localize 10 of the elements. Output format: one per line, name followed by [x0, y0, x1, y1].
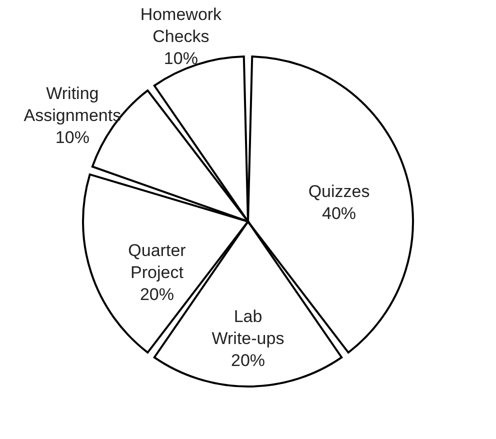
slice-label: Quizzes: [308, 182, 370, 201]
slice-label: Quarter Project: [128, 241, 186, 282]
data-label: 40%: [322, 204, 356, 223]
slice-label: Homework Checks: [140, 5, 222, 46]
slice-label: Lab Write-ups: [212, 307, 284, 348]
data-label: 10%: [164, 49, 198, 68]
data-label: 20%: [140, 285, 174, 304]
slice-label: Writing Assignments: [24, 84, 122, 125]
data-label: 20%: [230, 351, 266, 370]
data-label: 10%: [55, 128, 90, 147]
